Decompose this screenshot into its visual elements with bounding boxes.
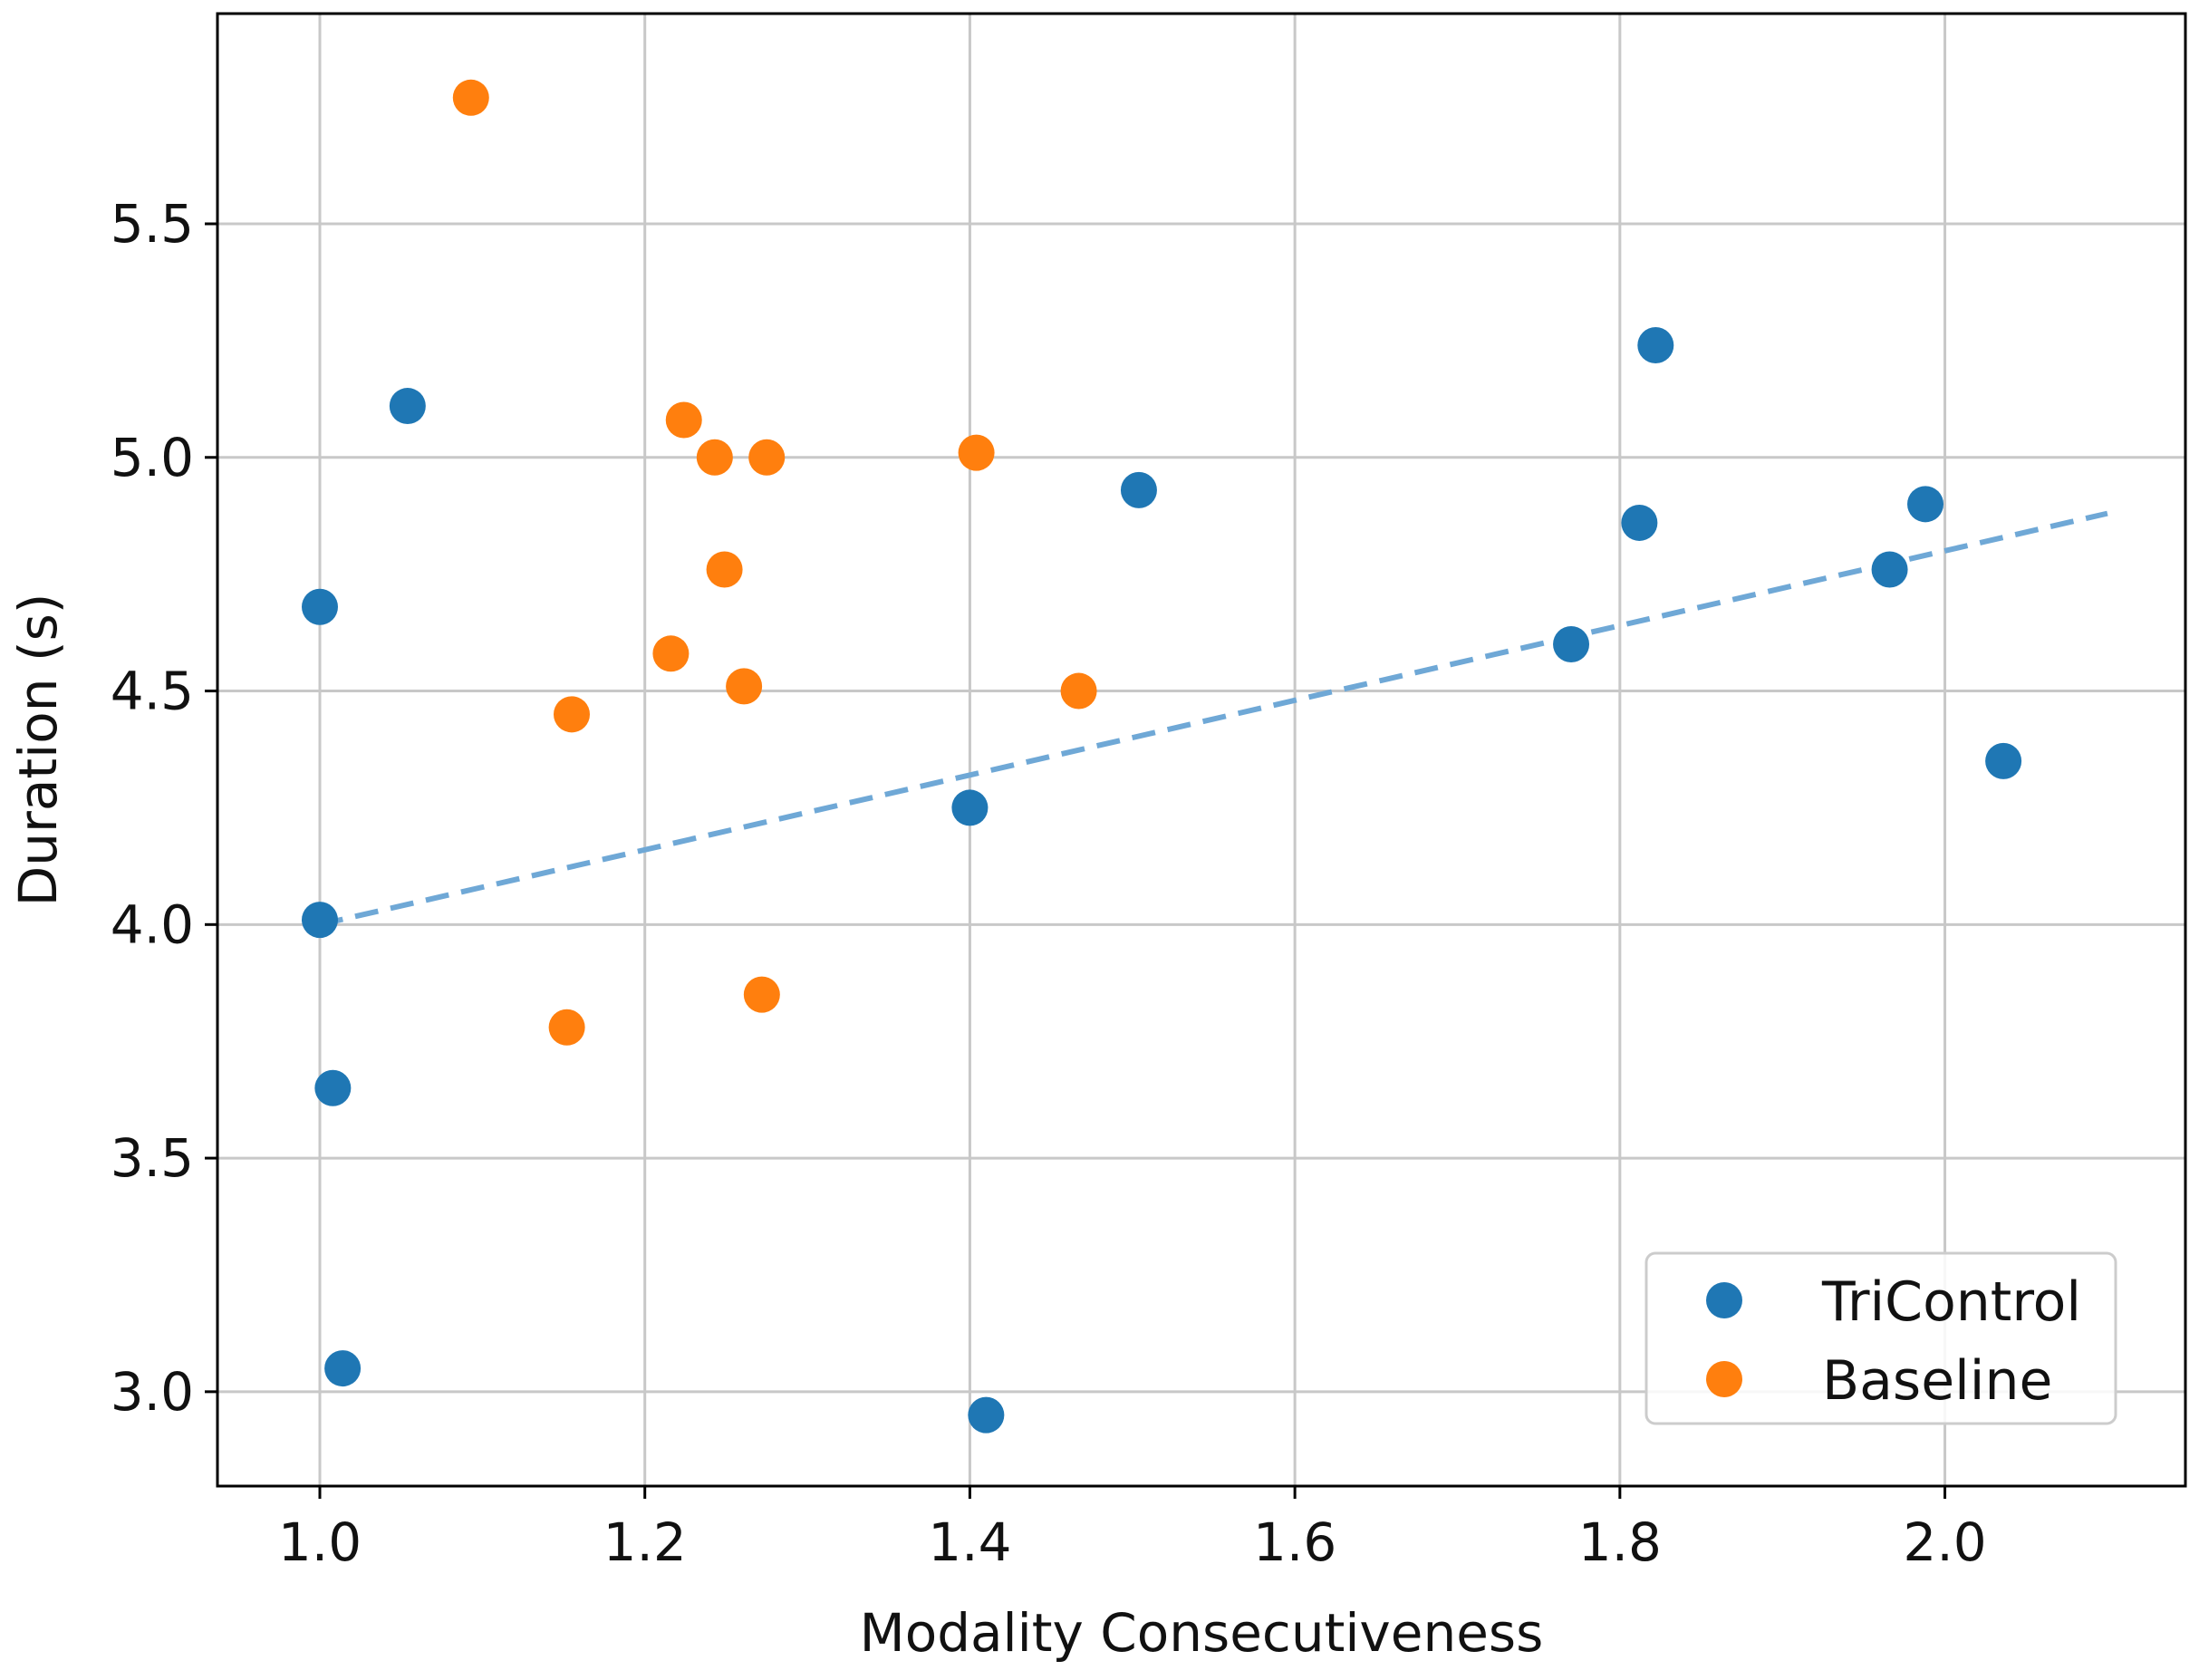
grid-lines: [217, 14, 2185, 1486]
data-point-tricontrol: [1637, 327, 1674, 364]
data-point-baseline: [748, 439, 786, 476]
y-tick-label: 5.5: [111, 193, 194, 255]
data-point-tricontrol: [1871, 551, 1908, 588]
data-point-tricontrol: [1621, 504, 1658, 541]
data-point-baseline: [548, 1009, 585, 1046]
data-points: [301, 79, 2022, 1434]
data-point-tricontrol: [324, 1350, 362, 1387]
data-point-tricontrol: [314, 1069, 352, 1106]
legend-marker-tricontrol: [1706, 1282, 1742, 1318]
y-tick-label: 4.5: [111, 661, 194, 722]
series-tricontrol: [301, 327, 2022, 1434]
y-tick-label: 3.5: [111, 1127, 194, 1189]
x-tick-label: 1.4: [928, 1511, 1011, 1573]
data-point-baseline: [665, 401, 702, 439]
y-axis-label: Duration (s): [7, 594, 69, 907]
x-tick-label: 1.6: [1253, 1511, 1336, 1573]
data-point-tricontrol: [968, 1396, 1005, 1434]
legend-box: [1644, 1251, 2117, 1425]
x-tick-label: 1.2: [603, 1511, 687, 1573]
x-axis-ticks: 1.0 1.2 1.4 1.6 1.8 2.0: [278, 1486, 1987, 1573]
y-tick-label: 5.0: [111, 427, 194, 488]
data-point-baseline: [553, 696, 590, 733]
trendline-layer: [319, 510, 2108, 928]
data-point-tricontrol: [951, 789, 989, 826]
plot-area-frame: [216, 12, 2187, 1488]
series-baseline: [452, 79, 1097, 1046]
y-tick-label: 3.0: [111, 1361, 194, 1423]
data-point-tricontrol: [1907, 486, 1944, 523]
data-point-baseline: [652, 635, 690, 672]
data-point-tricontrol: [301, 902, 338, 939]
x-axis-label: Modality Consecutiveness: [860, 1602, 1544, 1664]
legend-label-tricontrol: TriControl: [1821, 1270, 2081, 1334]
data-point-baseline: [452, 79, 489, 116]
data-point-tricontrol: [301, 588, 338, 625]
data-point-baseline: [1060, 672, 1097, 710]
trendline: [319, 510, 2108, 928]
data-point-tricontrol: [1553, 625, 1590, 662]
legend-label-baseline: Baseline: [1822, 1349, 2052, 1413]
legend-marker-baseline: [1706, 1361, 1742, 1397]
data-point-tricontrol: [1985, 742, 2022, 779]
data-point-baseline: [696, 439, 733, 476]
data-point-baseline: [706, 551, 743, 588]
y-tick-label: 4.0: [111, 893, 194, 955]
x-tick-label: 1.0: [278, 1511, 362, 1573]
y-axis-ticks: 3.0 3.5 4.0 4.5 5.0 5.5: [111, 193, 217, 1423]
data-point-baseline: [958, 434, 995, 471]
data-point-tricontrol: [1120, 471, 1157, 508]
x-tick-label: 1.8: [1578, 1511, 1662, 1573]
data-point-tricontrol: [389, 388, 426, 425]
x-tick-label: 2.0: [1903, 1511, 1986, 1573]
legend: TriControl Baseline: [1644, 1251, 2117, 1425]
data-point-baseline: [743, 976, 780, 1013]
data-point-baseline: [726, 668, 763, 705]
